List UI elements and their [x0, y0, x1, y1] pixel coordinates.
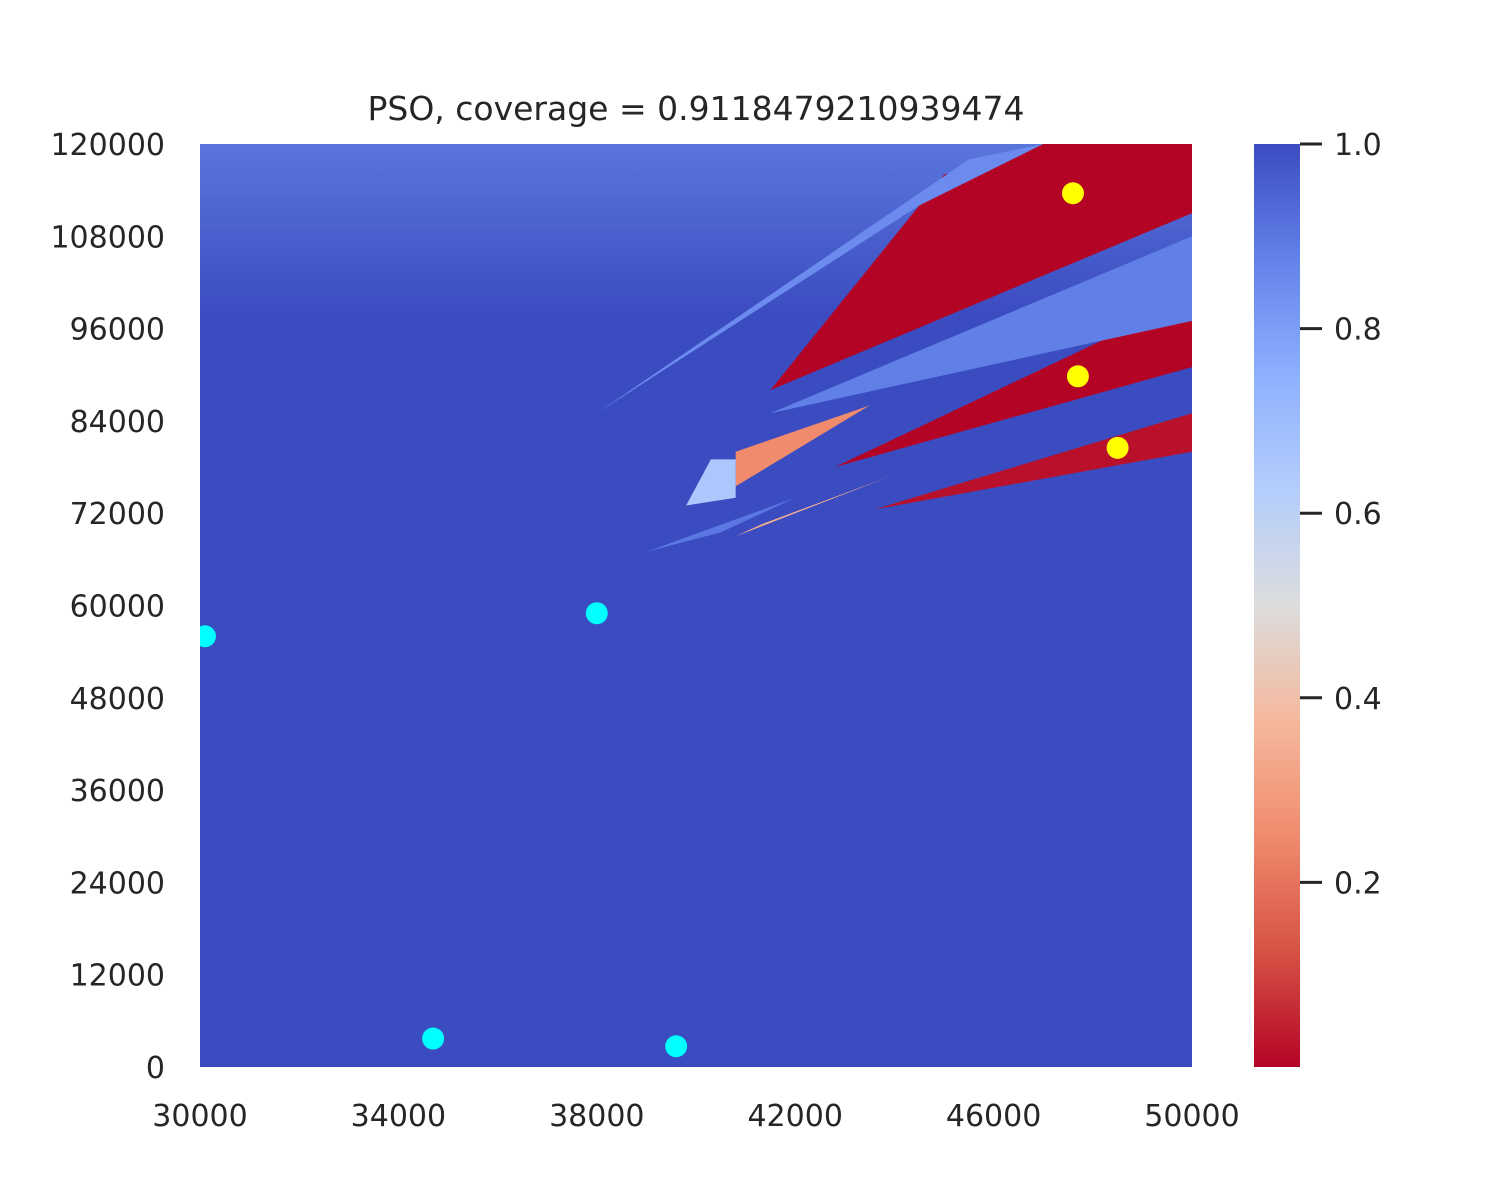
x-tick-label: 46000: [946, 1099, 1041, 1134]
y-tick-label: 12000: [70, 959, 165, 994]
heatmap-region-upper-red-wedge: [770, 144, 1192, 391]
colorbar-tick-label: 0.2: [1334, 866, 1382, 901]
heatmap-region-lower-blue-band: [646, 497, 796, 552]
x-tick-label: 30000: [152, 1099, 247, 1134]
x-axis: 30000 34000 38000 42000 46000 50000: [152, 1099, 1239, 1134]
colorbar: 0.2 0.4 0.6 0.8 1.0: [1254, 128, 1382, 1067]
y-tick-label: 36000: [70, 774, 165, 809]
heatmap-region-orange-streak-upper: [735, 405, 870, 487]
y-tick-label: 72000: [70, 497, 165, 532]
heatmap-region-light-blue-patch: [686, 459, 736, 506]
sensor-point: [665, 1035, 688, 1058]
x-tick-label: 34000: [351, 1099, 446, 1134]
y-tick-label: 24000: [70, 866, 165, 901]
sensor-point: [422, 1027, 445, 1050]
chart-title: PSO, coverage = 0.9118479210939474: [367, 89, 1024, 128]
colorbar-ticks: 0.2 0.4 0.6 0.8 1.0: [1300, 128, 1382, 901]
sensor-point: [585, 602, 608, 625]
colorbar-tick-label: 0.4: [1334, 682, 1382, 717]
uncovered-point: [1106, 436, 1129, 459]
colorbar-tick-label: 0.6: [1334, 497, 1382, 532]
heatmap-region-mid-blue-band: [770, 236, 1192, 414]
y-tick-label: 84000: [70, 405, 165, 440]
y-axis: 0 12000 24000 36000 48000 60000 72000 84000 9600…: [50, 128, 165, 1086]
plot-area: [200, 144, 1192, 1067]
y-tick-label: 0: [146, 1051, 165, 1086]
heatmap-region-middle-red-wedge: [834, 297, 1192, 467]
colorbar-tick-label: 1.0: [1334, 128, 1382, 163]
uncovered-point: [1066, 365, 1089, 388]
x-tick-label: 42000: [747, 1099, 842, 1134]
colorbar-tick-label: 0.8: [1334, 313, 1382, 348]
heatmap-region-lower-red-wedge: [874, 413, 1192, 510]
y-tick-label: 96000: [70, 313, 165, 348]
x-tick-label: 38000: [549, 1099, 644, 1134]
y-tick-label: 108000: [50, 220, 165, 255]
y-tick-label: 48000: [70, 682, 165, 717]
x-tick-label: 50000: [1144, 1099, 1239, 1134]
colorbar-gradient: [1254, 144, 1300, 1067]
heatmap-regions: [596, 144, 1192, 552]
uncovered-point: [1061, 182, 1084, 205]
sensor-point: [200, 625, 216, 648]
y-tick-label: 120000: [50, 128, 165, 163]
scatter-points: [200, 182, 1129, 1058]
y-tick-label: 60000: [70, 590, 165, 625]
